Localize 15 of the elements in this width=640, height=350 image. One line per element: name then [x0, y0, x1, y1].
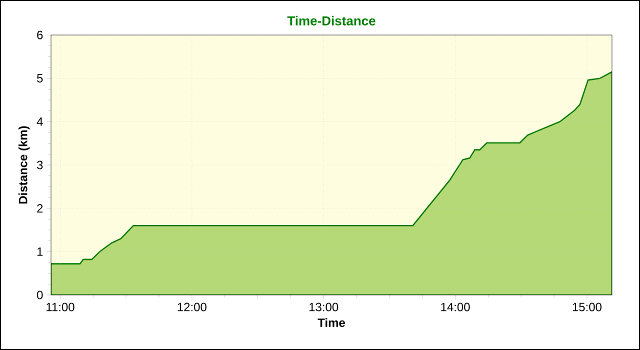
y-tick-label: 4: [36, 118, 43, 126]
y-tick-label: 0: [37, 290, 43, 300]
y-tick-label: 6: [37, 30, 43, 40]
x-tick-label: 14:00: [441, 302, 470, 312]
x-tick-label: 11:00: [46, 302, 74, 312]
x-tick-label: 15:00: [572, 302, 602, 312]
x-tick-label: 13:00: [309, 302, 338, 312]
y-tick-label: 1: [37, 248, 43, 256]
y-tick-label: 2: [37, 204, 43, 213]
x-tick-label: 12:00: [178, 302, 206, 312]
y-tick-label: 3: [36, 160, 43, 170]
y-tick-label: 5: [37, 74, 43, 83]
x-axis-title: Time: [318, 318, 345, 327]
chart-title: Time-Distance: [287, 16, 376, 26]
y-axis-title: Distance (km): [18, 126, 30, 204]
